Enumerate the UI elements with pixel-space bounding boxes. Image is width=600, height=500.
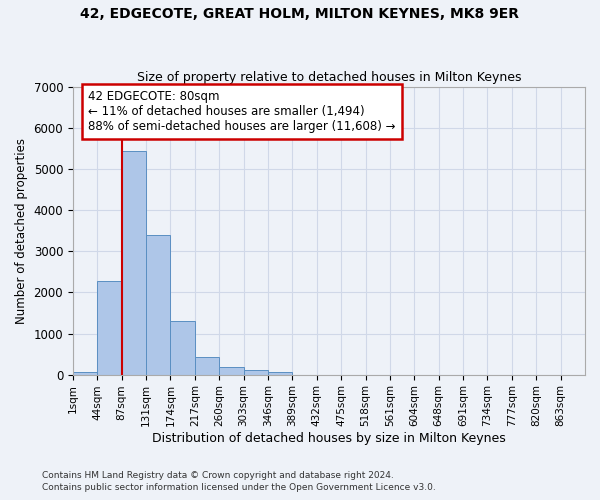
Bar bbox=[97, 282, 122, 374]
Bar bbox=[268, 372, 292, 374]
Title: Size of property relative to detached houses in Milton Keynes: Size of property relative to detached ho… bbox=[137, 72, 521, 85]
Bar bbox=[195, 358, 219, 374]
Text: 42 EDGECOTE: 80sqm
← 11% of detached houses are smaller (1,494)
88% of semi-deta: 42 EDGECOTE: 80sqm ← 11% of detached hou… bbox=[88, 90, 396, 133]
Text: Contains HM Land Registry data © Crown copyright and database right 2024.
Contai: Contains HM Land Registry data © Crown c… bbox=[42, 471, 436, 492]
Bar bbox=[244, 370, 268, 374]
Y-axis label: Number of detached properties: Number of detached properties bbox=[15, 138, 28, 324]
Bar bbox=[219, 367, 244, 374]
Bar bbox=[170, 321, 195, 374]
Text: 42, EDGECOTE, GREAT HOLM, MILTON KEYNES, MK8 9ER: 42, EDGECOTE, GREAT HOLM, MILTON KEYNES,… bbox=[80, 8, 520, 22]
Bar bbox=[122, 150, 146, 374]
Bar bbox=[73, 372, 97, 374]
X-axis label: Distribution of detached houses by size in Milton Keynes: Distribution of detached houses by size … bbox=[152, 432, 506, 445]
Bar bbox=[146, 235, 170, 374]
